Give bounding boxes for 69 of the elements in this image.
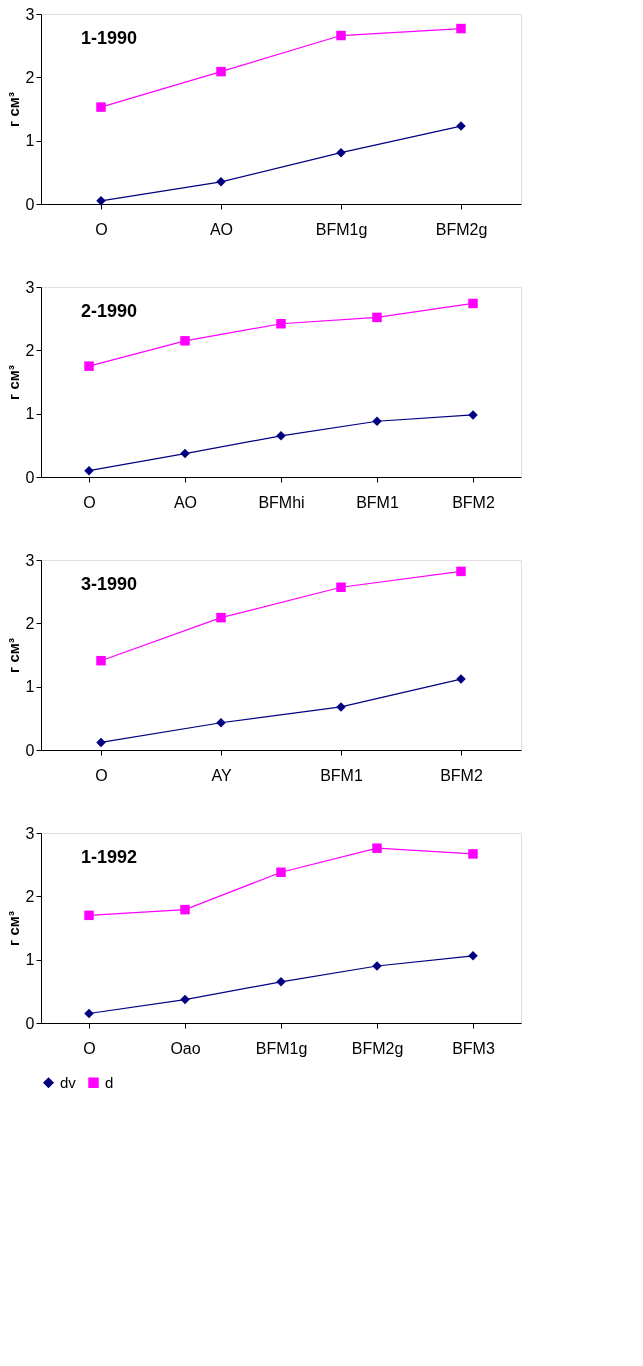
y-tick-label: 1: [25, 405, 35, 423]
point: [84, 465, 94, 476]
y-tick-label: 0: [25, 195, 35, 213]
point: [372, 312, 382, 323]
point: [336, 582, 346, 592]
point: [276, 318, 286, 329]
text: 1-1990: [81, 28, 138, 48]
x-tick-label: BFM2: [452, 493, 495, 511]
text: 2-1990: [81, 301, 138, 321]
x-tick-label: O: [83, 493, 96, 511]
point: [84, 361, 94, 371]
x-tick-label: AO: [173, 493, 198, 511]
y-tick-label: 0: [25, 468, 35, 486]
point: [468, 298, 478, 309]
legend-label: dv: [60, 1073, 77, 1091]
y-axis-title: г см³: [4, 638, 22, 673]
point: [84, 1008, 94, 1019]
y-tick-label: 2: [25, 614, 35, 632]
point: [468, 849, 478, 859]
point: [216, 612, 226, 623]
point: [336, 147, 346, 158]
point: [216, 66, 226, 77]
point: [180, 448, 190, 459]
x-tick-label: BFM2: [440, 766, 483, 784]
x-tick-label: Oao: [170, 1039, 201, 1057]
y-tick-label: 2: [25, 341, 35, 359]
point: [84, 910, 94, 921]
x-tick-label: BFM2g: [435, 220, 488, 238]
y-tick-label: 3: [25, 5, 35, 23]
x-tick-label: BFM3: [452, 1039, 495, 1057]
x-tick-label: O: [83, 1039, 96, 1057]
point: [96, 737, 106, 748]
x-tick-label: O: [95, 220, 108, 238]
x-tick-label: BFM1: [320, 766, 363, 784]
point: [456, 23, 466, 34]
point: [372, 416, 382, 427]
x-tick-label: BFM2g: [351, 1039, 404, 1057]
x-tick-label: BFMhi: [258, 493, 305, 511]
point: [96, 655, 106, 666]
y-tick-label: 2: [25, 887, 35, 905]
legend-label: d: [105, 1073, 114, 1091]
x-tick-label: BFM1: [356, 493, 399, 511]
y-tick-label: 1: [25, 678, 35, 696]
y-axis-title: г см³: [4, 911, 22, 946]
point: [372, 843, 382, 853]
x-tick-label: BFM1g: [255, 1039, 308, 1057]
x-tick-label: BFM1g: [315, 220, 368, 238]
y-axis-title: г см³: [4, 92, 22, 127]
point: [276, 867, 286, 878]
y-tick-label: 2: [25, 68, 35, 86]
text: 3-1990: [81, 574, 138, 594]
x-tick-label: AY: [211, 766, 232, 784]
y-tick-label: 1: [25, 951, 35, 969]
point: [336, 30, 346, 41]
y-tick-label: 3: [25, 824, 35, 842]
point: [180, 994, 190, 1005]
x-tick-label: O: [95, 766, 108, 784]
y-tick-label: 3: [25, 278, 35, 296]
point: [180, 336, 190, 346]
point: [180, 904, 190, 915]
x-tick-label: AO: [209, 220, 234, 238]
point: [456, 566, 466, 577]
y-tick-label: 0: [25, 741, 35, 759]
text: 1-1992: [81, 847, 138, 867]
y-tick-label: 3: [25, 551, 35, 569]
y-tick-label: 0: [25, 1014, 35, 1032]
y-axis-title: г см³: [4, 365, 22, 400]
y-tick-label: 1: [25, 132, 35, 150]
point: [96, 102, 106, 112]
